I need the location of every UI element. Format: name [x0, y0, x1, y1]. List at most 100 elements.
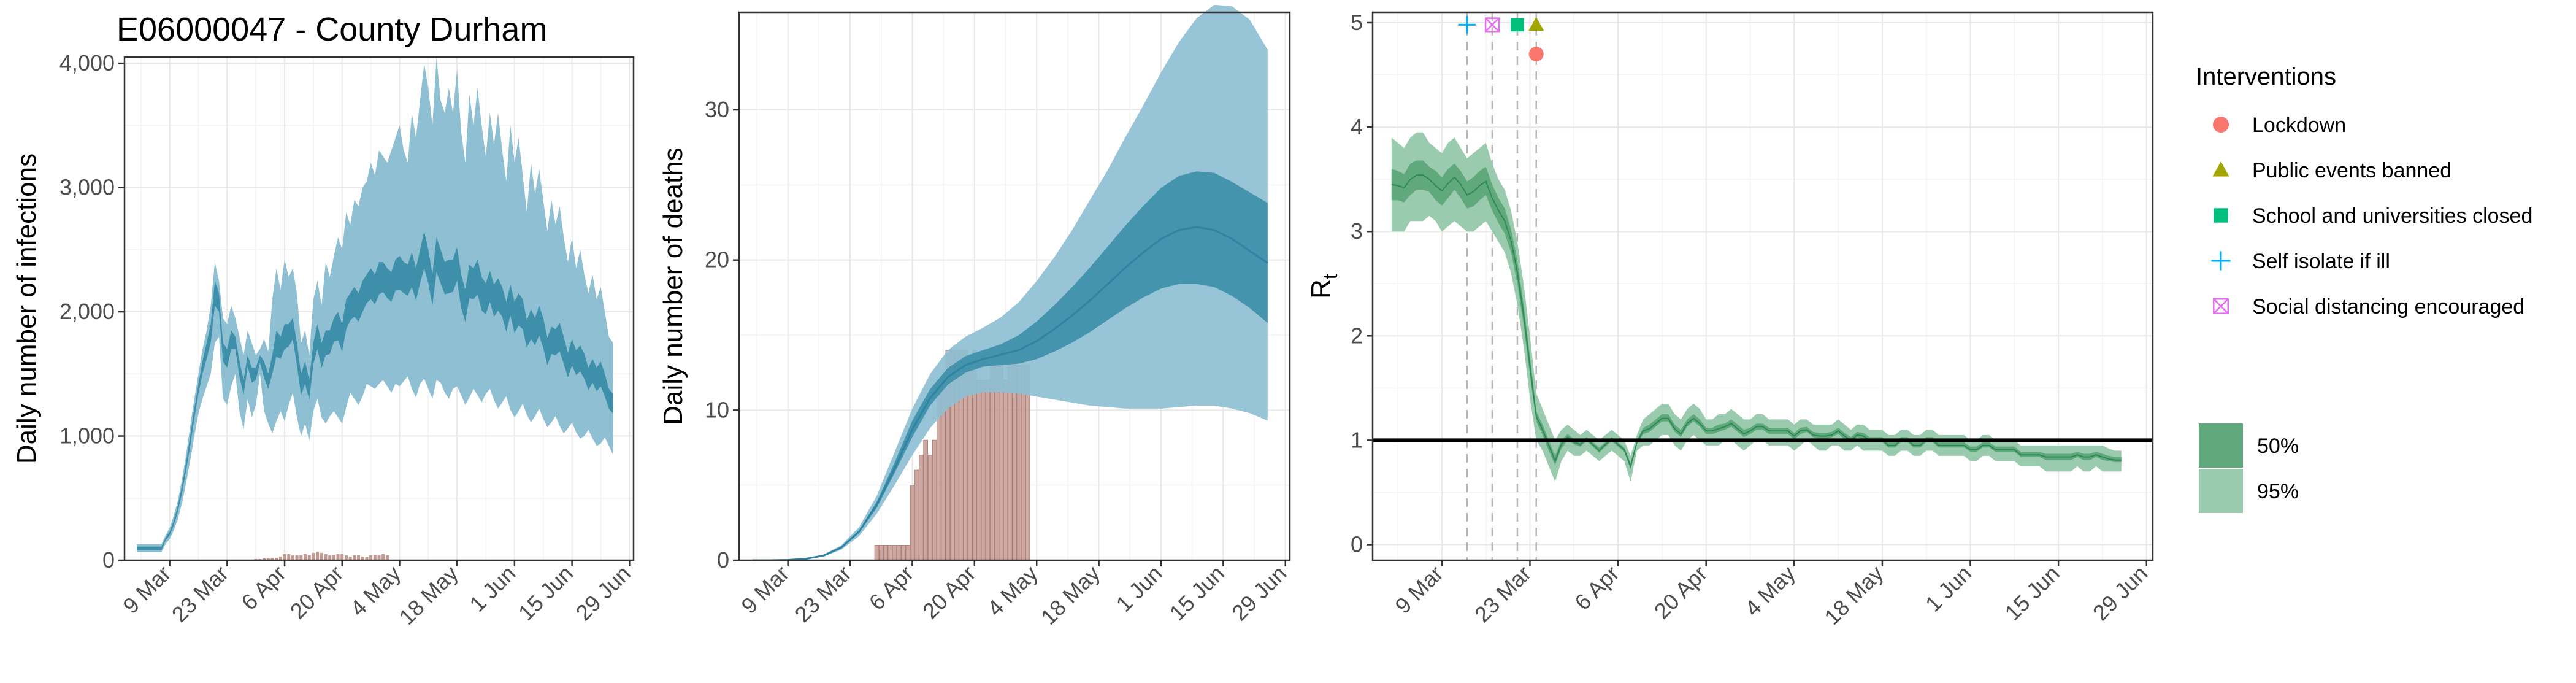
legend: Interventions Lockdown Public events bann… [2196, 63, 2532, 513]
observed-deaths-bar [896, 545, 902, 561]
legend-item: Public events banned [2212, 159, 2451, 182]
observed-cases-bar [263, 558, 266, 560]
observed-deaths-bar [923, 439, 928, 561]
legend-item-label: Self isolate if ill [2252, 250, 2390, 273]
x-tick-label: 1 Jun [1111, 561, 1167, 617]
observed-cases-bar [385, 555, 389, 560]
observed-deaths-bar [932, 439, 937, 561]
y-tick-label: 2,000 [59, 299, 115, 324]
legend-boxx-icon [2213, 298, 2229, 314]
observed-cases-bar [324, 554, 328, 560]
legend-interventions-title: Interventions [2196, 63, 2336, 90]
x-tick-label: 29 Jun [1227, 561, 1291, 625]
legend-item: School and universities closed [2214, 204, 2532, 228]
legend-interventions-list: Lockdown Public events banned School and u… [2211, 114, 2532, 318]
legend-interval-item: 95% [2199, 469, 2299, 513]
y-tick-label: 3,000 [59, 175, 115, 200]
x-tick-label: 6 Apr [1570, 561, 1623, 615]
intervention-marker [1484, 17, 1500, 33]
legend-swatch [2199, 469, 2243, 513]
observed-deaths-bar [874, 545, 880, 561]
intervention-marker [1528, 17, 1544, 31]
observed-deaths-bar [927, 455, 933, 561]
infections-ci95-band [137, 57, 613, 552]
observed-cases-bar [357, 555, 361, 560]
observed-deaths-bar [1007, 365, 1013, 561]
intervention-marker-box [1484, 17, 1500, 33]
observed-cases-bar [295, 555, 299, 560]
x-tick-label: 1 Jun [1920, 561, 1976, 617]
x-tick-label: 1 Jun [464, 561, 520, 617]
x-tick-label: 18 May [394, 561, 462, 630]
observed-deaths-bar [901, 545, 906, 561]
legend-plus-icon [2211, 251, 2231, 271]
intervention-marker [1528, 47, 1544, 62]
legend-interval-label: 50% [2257, 434, 2299, 458]
rt-ci95-band [1391, 132, 2122, 482]
deaths-ci50-band [752, 171, 1268, 560]
observed-cases-bar [344, 555, 348, 560]
intervention-marker-x2 [1485, 17, 1500, 33]
observed-cases-bar [348, 556, 352, 560]
deaths-median-line [752, 226, 1268, 561]
y-axis: 0 10 20 30 [705, 97, 739, 573]
observed-deaths-bar [985, 379, 991, 561]
observed-cases-bar [278, 556, 282, 560]
x-tick-label: 9 Mar [1390, 561, 1447, 619]
infections-panel: 0 1,000 2,000 3,000 4,000 Daily number of inf… [12, 50, 635, 630]
x-tick-label: 4 May [983, 561, 1043, 621]
x-tick-label: 20 Apr [285, 561, 348, 624]
observed-deaths-bar [905, 545, 911, 561]
page-title: E06000047 - County Durham [117, 11, 547, 48]
y-axis-title: Daily number of deaths [658, 147, 688, 425]
legend-interval-item: 50% [2199, 423, 2299, 468]
x-tick-label: 15 Jun [1999, 561, 2064, 625]
x-tick-label: 20 Apr [918, 561, 981, 624]
y-axis-title-subscript: t [1319, 274, 1341, 279]
observed-deaths-bar [1016, 365, 1022, 561]
observed-cases-bar [365, 557, 369, 560]
y-tick-label: 4 [1351, 114, 1363, 139]
observed-cases-bar [328, 555, 332, 560]
observed-cases-bar [332, 554, 335, 560]
observed-cases-bar [336, 554, 340, 560]
observed-deaths-bar [1012, 365, 1017, 561]
y-tick-label: 4,000 [59, 50, 115, 75]
legend-circle-icon [2213, 117, 2229, 133]
y-tick-label: 3 [1351, 218, 1363, 244]
observed-cases-bar [312, 552, 315, 560]
intervention-marker [1511, 18, 1524, 32]
observed-deaths-bar [887, 545, 893, 561]
legend-item: Social distancing encouraged [2213, 295, 2524, 318]
legend-item-label: Lockdown [2252, 114, 2346, 137]
observed-cases-bar [291, 555, 294, 560]
legend-item-label: Social distancing encouraged [2252, 295, 2524, 318]
legend-item-label: Public events banned [2252, 159, 2451, 182]
x-tick-label: 29 Jun [571, 561, 635, 625]
plot-frame [1371, 11, 2154, 561]
x-tick-label: 15 Jun [513, 561, 578, 625]
observed-deaths-bar [892, 545, 897, 561]
legend-item: Lockdown [2213, 114, 2346, 137]
y-tick-label: 5 [1351, 10, 1363, 35]
y-tick-label: 30 [705, 97, 729, 122]
legend-intervals-list: 50% 95% [2199, 423, 2299, 513]
observed-deaths-bar [878, 545, 884, 561]
observed-deaths-bar [883, 545, 888, 561]
legend-boxx-icon-box [2213, 298, 2229, 314]
rt-median-line [1391, 174, 2122, 469]
y-axis: 0 1 2 3 4 5 [1351, 10, 1373, 557]
observed-cases-bar [287, 554, 291, 560]
intervention-markers [1458, 16, 1544, 62]
plot-frame [123, 56, 635, 561]
x-tick-label: 18 May [1036, 561, 1105, 630]
x-tick-label: 29 Jun [2088, 561, 2152, 625]
y-tick-label: 1 [1351, 427, 1363, 452]
x-tick-label: 23 Mar [167, 561, 233, 627]
observed-cases-bar [275, 557, 278, 560]
plot-background [1373, 12, 2153, 560]
deaths-ci95-band [752, 4, 1268, 561]
